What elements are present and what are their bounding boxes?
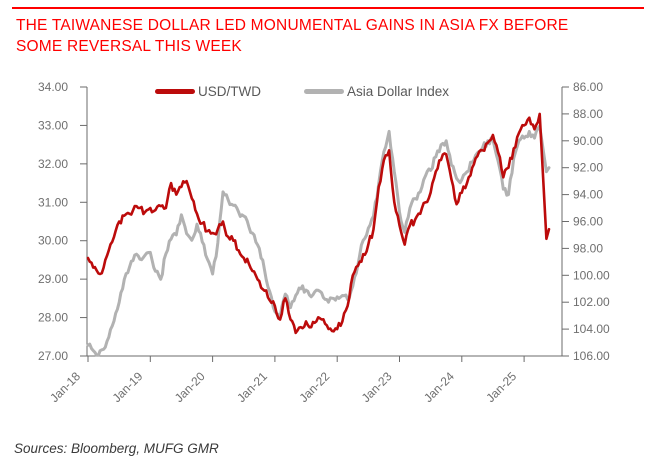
title-line-2: SOME REVERSAL THIS WEEK: [16, 38, 242, 55]
x-axis-tick-label: Jan-24: [421, 369, 457, 405]
left-axis-tick-label: 27.00: [38, 349, 68, 363]
x-axis-tick-label: Jan-19: [110, 369, 146, 405]
x-axis-tick-label: Jan-18: [47, 369, 83, 405]
left-axis-tick-label: 33.00: [38, 118, 68, 132]
axes: [80, 86, 569, 362]
title-line-1: THE TAIWANESE DOLLAR LED MONUMENTAL GAIN…: [16, 17, 569, 34]
x-axis-tick-label: Jan-23: [359, 369, 395, 405]
left-axis-tick-label: 29.00: [38, 272, 68, 286]
right-axis-tick-label: 102.00: [573, 295, 610, 309]
x-axis-tick-label: Jan-21: [234, 369, 270, 405]
x-axis-tick-label: Jan-25: [483, 369, 519, 405]
left-axis-tick-label: 28.00: [38, 311, 68, 325]
x-axis-tick-label: Jan-20: [172, 369, 208, 405]
sources-note: Sources: Bloomberg, MUFG GMR: [14, 441, 219, 456]
asia-dollar-index-line-swatch: [304, 89, 344, 94]
right-axis-tick-label: 90.00: [573, 134, 603, 148]
right-axis-tick-label: 94.00: [573, 188, 603, 202]
legend-label-usdtwd: USD/TWD: [198, 84, 261, 99]
chart-legend: USD/TWD Asia Dollar Index: [155, 84, 449, 99]
right-axis-tick-label: 104.00: [573, 322, 610, 336]
usdtwd-line: [86, 112, 551, 335]
legend-item-usdtwd: USD/TWD: [155, 84, 261, 99]
left-axis-tick-label: 31.00: [38, 195, 68, 209]
x-axis-tick-label: Jan-22: [296, 369, 332, 405]
legend-label-asia-dollar-index: Asia Dollar Index: [347, 84, 450, 99]
right-axis-tick-label: 100.00: [573, 268, 610, 282]
asia-dollar-index-line: [86, 124, 551, 357]
left-axis-tick-label: 32.00: [38, 157, 68, 171]
top-rule: [12, 7, 644, 9]
usdtwd-line-swatch: [155, 89, 195, 94]
left-axis-tick-label: 30.00: [38, 234, 68, 248]
legend-item-asia-dollar-index: Asia Dollar Index: [304, 84, 449, 99]
right-axis-tick-label: 88.00: [573, 107, 603, 121]
right-axis-tick-label: 92.00: [573, 161, 603, 175]
right-axis-tick-label: 86.00: [573, 80, 603, 94]
right-axis-tick-label: 106.00: [573, 349, 610, 363]
page-title: THE TAIWANESE DOLLAR LED MONUMENTAL GAIN…: [16, 15, 644, 57]
left-axis-tick-label: 34.00: [38, 80, 68, 94]
right-axis-tick-label: 96.00: [573, 215, 603, 229]
right-axis-tick-label: 98.00: [573, 241, 603, 255]
